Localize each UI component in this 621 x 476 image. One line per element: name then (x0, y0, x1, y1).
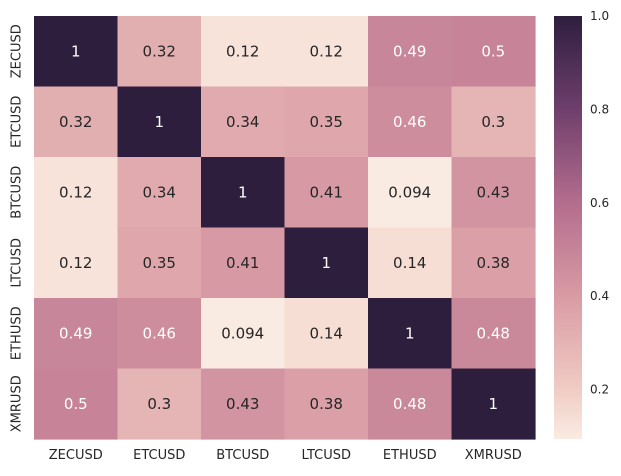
heatmap-cell (117, 16, 202, 88)
heatmap-cell-label: 0.3 (481, 113, 505, 131)
heatmap-cells (34, 16, 536, 440)
colorbar-gradient (554, 16, 582, 439)
heatmap-cell (34, 16, 119, 88)
heatmap-cell (368, 16, 453, 88)
heatmap-cell (201, 298, 286, 370)
heatmap-cell-label: 0.41 (226, 254, 259, 272)
x-tick-label: XMRUSD (465, 448, 522, 463)
heatmap-cell-label: 1 (405, 324, 415, 342)
heatmap-cell (451, 368, 536, 440)
x-axis-tick-labels: ZECUSD ETCUSD BTCUSD LTCUSD ETHUSD XMRUSD (49, 448, 522, 463)
heatmap-cell-label: 0.12 (310, 42, 343, 60)
heatmap-cell (201, 16, 286, 88)
heatmap-cell (34, 157, 119, 229)
heatmap-cell-label: 0.38 (310, 395, 343, 413)
colorbar-tick-label: 0.2 (590, 383, 609, 397)
heatmap-cell (284, 16, 369, 88)
heatmap-cell-label: 0.48 (477, 324, 510, 342)
heatmap-cell (201, 86, 286, 158)
heatmap-cell-label: 0.12 (226, 42, 259, 60)
heatmap-cell-label: 0.43 (477, 183, 510, 201)
heatmap-cell-label: 0.34 (143, 183, 176, 201)
y-tick-label: ZECUSD (10, 24, 25, 78)
y-axis-tick-labels: ZECUSD ETCUSD BTCUSD LTCUSD ETHUSD XMRUSD (10, 24, 25, 432)
heatmap-cell-label: 0.14 (393, 254, 426, 272)
colorbar-tick-label: 1.0 (590, 9, 609, 23)
heatmap-cell (117, 86, 202, 158)
heatmap-cell-label: 0.46 (393, 113, 426, 131)
x-tick-label: ETCUSD (133, 448, 185, 463)
heatmap-cell (451, 16, 536, 88)
heatmap-cell (368, 157, 453, 229)
heatmap-cell (34, 86, 119, 158)
heatmap-cell (201, 157, 286, 229)
colorbar-tick-label: 0.6 (590, 196, 609, 210)
heatmap-cell (117, 298, 202, 370)
heatmap-cell-labels: 1 0.32 0.12 0.12 0.49 0.5 0.32 1 0.34 0.35 0.46 0.3… (59, 42, 510, 413)
heatmap-cell-label: 0.35 (143, 254, 176, 272)
heatmap-cell (117, 227, 202, 299)
heatmap-cell (368, 368, 453, 440)
heatmap-cell-label: 1 (71, 42, 81, 60)
heatmap-cell (368, 86, 453, 158)
heatmap-cell (451, 157, 536, 229)
heatmap-cell (284, 86, 369, 158)
heatmap-cell-label: 0.41 (310, 183, 343, 201)
y-tick-label: BTCUSD (10, 166, 25, 219)
heatmap-cell-label: 0.48 (393, 395, 426, 413)
heatmap-cell (284, 227, 369, 299)
heatmap-cell (117, 157, 202, 229)
heatmap-cell (201, 368, 286, 440)
heatmap-cell-label: 0.14 (310, 324, 343, 342)
x-tick-label: ZECUSD (49, 448, 103, 463)
heatmap-cell-label: 1 (321, 254, 331, 272)
heatmap-cell-label: 0.35 (310, 113, 343, 131)
heatmap-cell-label: 0.094 (221, 324, 264, 342)
x-tick-label: ETHUSD (383, 448, 437, 463)
heatmap-cell (451, 227, 536, 299)
y-tick-label: XMRUSD (10, 375, 25, 432)
heatmap-cell (34, 298, 119, 370)
heatmap-cell (34, 227, 119, 299)
heatmap-cell-label: 0.38 (477, 254, 510, 272)
heatmap-cell-label: 1 (238, 183, 248, 201)
heatmap-cell-label: 0.12 (59, 183, 92, 201)
x-tick-label: LTCUSD (302, 448, 352, 463)
heatmap-cell-label: 0.32 (59, 113, 92, 131)
heatmap-cell (368, 298, 453, 370)
heatmap-cell (284, 157, 369, 229)
colorbar-tick-label: 0.4 (590, 289, 609, 303)
y-tick-label: LTCUSD (10, 238, 25, 288)
heatmap-cell-label: 0.094 (388, 183, 431, 201)
heatmap-cell (451, 298, 536, 370)
y-tick-label: ETCUSD (10, 96, 25, 148)
heatmap-cell (34, 368, 119, 440)
heatmap-cell-label: 0.49 (393, 42, 426, 60)
heatmap-cell-label: 0.5 (481, 42, 505, 60)
heatmap-cell-label: 0.3 (147, 395, 171, 413)
heatmap-cell-label: 1 (488, 395, 498, 413)
heatmap-cell-label: 0.12 (59, 254, 92, 272)
colorbar: 0.2 0.4 0.6 0.8 1.0 (554, 9, 609, 439)
x-tick-label: BTCUSD (216, 448, 269, 463)
heatmap-cell-label: 1 (154, 113, 164, 131)
heatmap-cell-label: 0.34 (226, 113, 259, 131)
heatmap-cell (284, 298, 369, 370)
heatmap-cell-label: 0.49 (59, 324, 92, 342)
y-tick-label: ETHUSD (10, 306, 25, 360)
heatmap-cell (368, 227, 453, 299)
heatmap-cell-label: 0.46 (143, 324, 176, 342)
heatmap-cell-label: 0.32 (143, 42, 176, 60)
heatmap-cell (201, 227, 286, 299)
colorbar-tick-label: 0.8 (590, 102, 609, 116)
heatmap-cell-label: 0.5 (64, 395, 88, 413)
heatmap-cell (284, 368, 369, 440)
heatmap-cell (117, 368, 202, 440)
heatmap-cell-label: 0.43 (226, 395, 259, 413)
heatmap-cell (451, 86, 536, 158)
